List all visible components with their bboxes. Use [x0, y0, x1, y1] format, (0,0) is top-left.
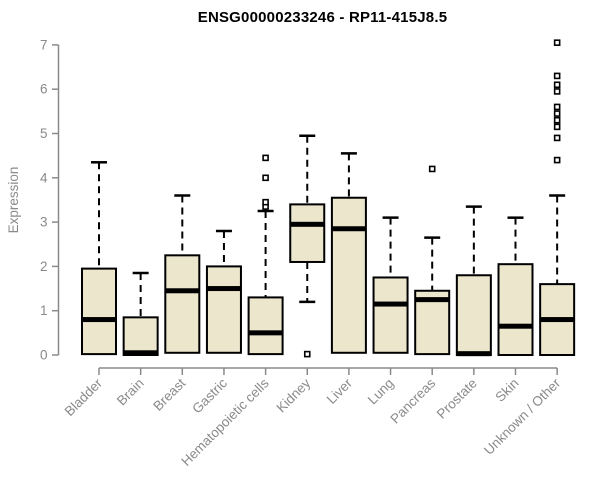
median-line [290, 221, 325, 227]
iqr-box [81, 267, 117, 356]
chart-title: ENSG00000233246 - RP11-415J8.5 [197, 9, 448, 26]
x-tick-label: Lung [365, 376, 397, 408]
box-lung [372, 216, 409, 354]
y-tick-label: 2 [40, 259, 48, 274]
x-tick-label: Brain [114, 376, 147, 409]
outlier-point [553, 103, 561, 111]
outlier-point [303, 350, 311, 358]
x-tick-label: Breast [150, 375, 188, 413]
x-tick-label: Prostate [434, 376, 480, 422]
median-line [82, 317, 116, 323]
iqr-box [372, 276, 409, 354]
outlier-point [553, 123, 561, 131]
iqr-box [164, 254, 201, 354]
outlier-point [553, 116, 561, 124]
outlier-point [428, 165, 436, 173]
box-liver [330, 152, 367, 354]
median-line [456, 351, 491, 357]
y-tick-label: 3 [40, 215, 48, 230]
y-tick-label: 0 [40, 348, 48, 363]
y-tick-label: 7 [40, 37, 48, 52]
box-kidney [289, 134, 326, 358]
box-prostate [455, 205, 492, 357]
outlier-point [262, 198, 269, 206]
outlier-point [262, 154, 269, 162]
iqr-box [205, 265, 242, 354]
iqr-box [122, 316, 159, 356]
box-pancreas [414, 165, 451, 356]
box-hematopoietic-cells [247, 154, 284, 356]
x-tick-label: Bladder [62, 375, 106, 419]
x-tick-label: Skin [492, 376, 521, 405]
x-tick-label: Gastric [189, 375, 230, 416]
median-line [415, 297, 450, 303]
median-line [123, 350, 158, 356]
median-line [331, 226, 366, 232]
outlier-point [553, 156, 561, 164]
iqr-box [247, 296, 284, 356]
outlier-point [553, 39, 561, 46]
y-tick-label: 5 [40, 126, 48, 141]
median-line [373, 301, 408, 307]
y-tick-label: 4 [40, 170, 48, 185]
outlier-point [553, 134, 561, 142]
x-tick-label: Pancreas [387, 375, 438, 426]
median-line [248, 330, 283, 336]
y-tick-label: 6 [40, 82, 48, 97]
outlier-point [262, 174, 269, 182]
outlier-point [553, 110, 561, 117]
iqr-box [497, 263, 534, 356]
y-axis: 0 1 2 3 4 5 6 7 [40, 37, 60, 363]
median-line [165, 288, 200, 294]
outlier-point [553, 72, 561, 80]
x-tick-label: Kidney [274, 375, 314, 415]
outlier-point [553, 88, 561, 95]
iqr-box [289, 203, 326, 263]
x-tick-label: Unknown / Other [481, 375, 564, 458]
box-breast [164, 194, 201, 354]
outlier-point [553, 81, 561, 89]
iqr-box [330, 196, 367, 354]
box-brain [122, 271, 159, 356]
iqr-box [455, 274, 492, 357]
median-line [206, 286, 241, 292]
median-line [540, 317, 575, 323]
box-gastric [205, 229, 242, 354]
box-skin [497, 216, 534, 356]
box-bladder [81, 161, 117, 356]
median-line [498, 323, 533, 329]
box-unknown-other [539, 39, 576, 356]
y-tick-label: 1 [40, 303, 48, 318]
x-tick-label: Liver [324, 375, 356, 407]
